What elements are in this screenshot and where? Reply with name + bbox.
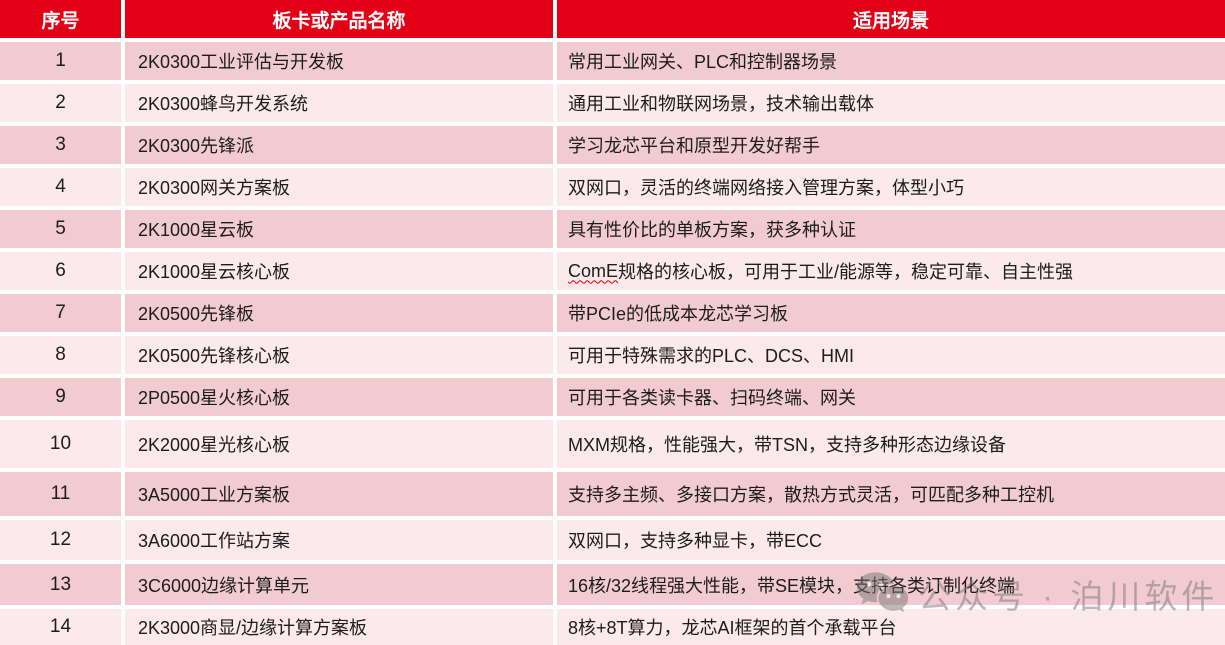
header-serial: 序号	[0, 0, 121, 38]
scenario-cell: 具有性价比的单板方案，获多种认证	[557, 210, 1225, 248]
serial-cell: 1	[0, 42, 121, 80]
product-name-cell: 2K0300先锋派	[125, 126, 553, 164]
serial-cell: 14	[0, 609, 121, 645]
serial-cell: 9	[0, 378, 121, 416]
product-name-cell: 3C6000边缘计算单元	[125, 564, 553, 605]
serial-cell: 7	[0, 294, 121, 332]
header-scenario: 适用场景	[557, 0, 1225, 38]
table-row: 5 2K1000星云板 具有性价比的单板方案，获多种认证	[0, 210, 1225, 248]
scenario-cell: ComE 规格的核心板，可用于工业/能源等，稳定可靠、自主性强	[557, 252, 1225, 290]
scenario-cell: MXM规格，性能强大，带TSN，支持多种形态边缘设备	[557, 420, 1225, 468]
serial-cell: 10	[0, 420, 121, 468]
serial-cell: 2	[0, 84, 121, 122]
serial-cell: 6	[0, 252, 121, 290]
table-row: 13 3C6000边缘计算单元 16核/32线程强大性能，带SE模块，支持各类订…	[0, 564, 1225, 605]
table-row: 6 2K1000星云核心板 ComE 规格的核心板，可用于工业/能源等，稳定可靠、…	[0, 252, 1225, 290]
product-name-cell: 2K3000商显/边缘计算方案板	[125, 609, 553, 645]
scenario-cell: 8核+8T算力，龙芯AI框架的首个承载平台	[557, 609, 1225, 645]
table-row: 4 2K0300网关方案板 双网口，灵活的终端网络接入管理方案，体型小巧	[0, 168, 1225, 206]
product-name-cell: 2K1000星云核心板	[125, 252, 553, 290]
table-row: 14 2K3000商显/边缘计算方案板 8核+8T算力，龙芯AI框架的首个承载平…	[0, 609, 1225, 645]
serial-cell: 11	[0, 472, 121, 516]
product-name-cell: 3A6000工作站方案	[125, 520, 553, 560]
product-name-cell: 2P0500星火核心板	[125, 378, 553, 416]
table-row: 9 2P0500星火核心板 可用于各类读卡器、扫码终端、网关	[0, 378, 1225, 416]
table-row: 11 3A5000工业方案板 支持多主频、多接口方案，散热方式灵活，可匹配多种工…	[0, 472, 1225, 516]
scenario-cell: 双网口，灵活的终端网络接入管理方案，体型小巧	[557, 168, 1225, 206]
serial-cell: 8	[0, 336, 121, 374]
table-header-row: 序号 板卡或产品名称 适用场景	[0, 0, 1225, 38]
scenario-cell: 学习龙芯平台和原型开发好帮手	[557, 126, 1225, 164]
table-row: 2 2K0300蜂鸟开发系统 通用工业和物联网场景，技术输出载体	[0, 84, 1225, 122]
scenario-cell: 可用于特殊需求的PLC、DCS、HMI	[557, 336, 1225, 374]
scenario-cell: 带PCIe的低成本龙芯学习板	[557, 294, 1225, 332]
table-row: 10 2K2000星光核心板 MXM规格，性能强大，带TSN，支持多种形态边缘设…	[0, 420, 1225, 468]
scenario-cell: 16核/32线程强大性能，带SE模块，支持各类订制化终端	[557, 564, 1225, 605]
product-name-cell: 2K0500先锋核心板	[125, 336, 553, 374]
scenario-cell: 通用工业和物联网场景，技术输出载体	[557, 84, 1225, 122]
serial-cell: 5	[0, 210, 121, 248]
scenario-cell: 常用工业网关、PLC和控制器场景	[557, 42, 1225, 80]
table-row: 7 2K0500先锋板 带PCIe的低成本龙芯学习板	[0, 294, 1225, 332]
product-name-cell: 2K2000星光核心板	[125, 420, 553, 468]
product-name-cell: 2K0300网关方案板	[125, 168, 553, 206]
scenario-cell: 可用于各类读卡器、扫码终端、网关	[557, 378, 1225, 416]
serial-cell: 13	[0, 564, 121, 605]
serial-cell: 4	[0, 168, 121, 206]
table-row: 8 2K0500先锋核心板 可用于特殊需求的PLC、DCS、HMI	[0, 336, 1225, 374]
table-row: 12 3A6000工作站方案 双网口，支持多种显卡，带ECC	[0, 520, 1225, 560]
product-name-cell: 3A5000工业方案板	[125, 472, 553, 516]
product-name-cell: 2K0300工业评估与开发板	[125, 42, 553, 80]
scenario-cell: 支持多主频、多接口方案，散热方式灵活，可匹配多种工控机	[557, 472, 1225, 516]
serial-cell: 3	[0, 126, 121, 164]
product-name-cell: 2K0500先锋板	[125, 294, 553, 332]
table-row: 3 2K0300先锋派 学习龙芯平台和原型开发好帮手	[0, 126, 1225, 164]
table-row: 1 2K0300工业评估与开发板 常用工业网关、PLC和控制器场景	[0, 42, 1225, 80]
scenario-cell: 双网口，支持多种显卡，带ECC	[557, 520, 1225, 560]
serial-cell: 12	[0, 520, 121, 560]
table-body: 1 2K0300工业评估与开发板 常用工业网关、PLC和控制器场景 2 2K03…	[0, 42, 1225, 645]
product-name-cell: 2K0300蜂鸟开发系统	[125, 84, 553, 122]
product-name-cell: 2K1000星云板	[125, 210, 553, 248]
header-product-name: 板卡或产品名称	[125, 0, 553, 38]
